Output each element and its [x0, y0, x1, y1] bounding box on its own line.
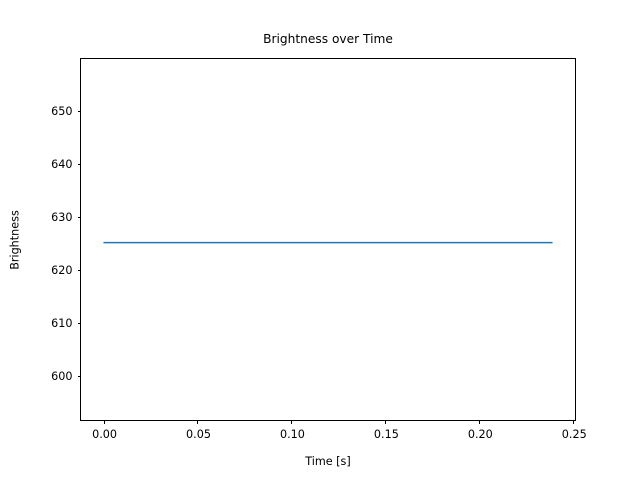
y-axis-tick-label: 640 — [51, 158, 73, 172]
x-axis-tick-label: 0.05 — [186, 427, 211, 441]
y-axis-tick-label: 620 — [51, 264, 73, 278]
y-axis-tick-label: 610 — [51, 317, 73, 331]
x-axis-tick: 0.25 — [562, 420, 587, 441]
y-axis-label: Brightness — [8, 209, 22, 270]
x-axis-tick-label: 0.15 — [373, 427, 399, 441]
y-axis-tick: 650 — [51, 106, 81, 118]
x-axis-tick-label: 0.25 — [561, 427, 587, 441]
x-axis-tick: 0.15 — [374, 420, 399, 441]
y-axis-tick-label: 630 — [51, 211, 73, 225]
x-axis-tick-label: 0.00 — [92, 427, 117, 441]
x-axis-tick: 0.05 — [186, 420, 211, 441]
y-axis-tick-label: 650 — [51, 105, 73, 118]
y-axis-tick: 630 — [51, 212, 81, 224]
y-axis-tick-label: 600 — [51, 370, 73, 384]
x-axis-tick-label: 0.20 — [467, 427, 493, 441]
data-line-svg — [81, 59, 575, 420]
x-axis-tick: 0.10 — [280, 420, 305, 441]
x-axis-tick: 0.00 — [92, 420, 117, 441]
chart-title: Brightness over Time — [263, 32, 393, 46]
y-axis-label-container: Brightness — [0, 58, 30, 421]
y-axis-tick: 640 — [51, 159, 81, 171]
x-axis-tick-label: 0.10 — [279, 427, 305, 441]
y-axis-tick: 600 — [51, 371, 81, 383]
x-axis-tick: 0.20 — [468, 420, 493, 441]
plot-area — [81, 59, 575, 420]
y-axis-tick: 610 — [51, 318, 81, 330]
y-axis-tick: 620 — [51, 265, 81, 277]
x-axis-label: Time [s] — [305, 455, 351, 468]
plot-axes: 600 610 620 630 640 650 0.00 0.05 0.10 0.15 0.20 0.… — [51, 58, 587, 441]
